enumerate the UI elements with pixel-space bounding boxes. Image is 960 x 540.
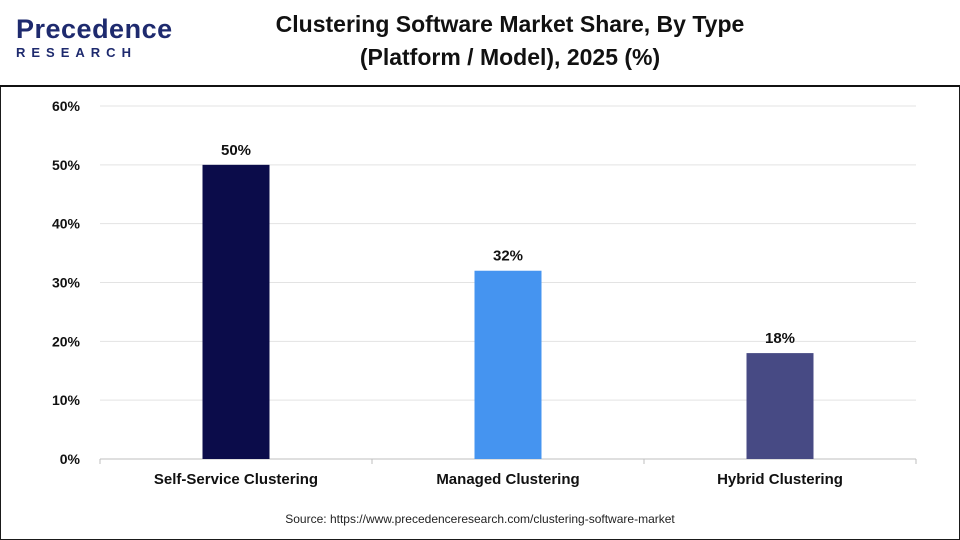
x-tick-label: Hybrid Clustering bbox=[717, 471, 843, 488]
data-label: 18% bbox=[765, 330, 795, 347]
bar bbox=[474, 270, 542, 459]
chart-title-line-2: (Platform / Model), 2025 (%) bbox=[359, 44, 661, 70]
y-tick-label: 0% bbox=[60, 451, 81, 467]
data-label: 32% bbox=[493, 248, 523, 265]
x-tick-label: Self-Service Clustering bbox=[154, 471, 318, 488]
y-tick-label: 30% bbox=[52, 275, 81, 291]
header-divider bbox=[0, 85, 960, 87]
data-label: 50% bbox=[221, 142, 251, 159]
y-tick-label: 50% bbox=[52, 157, 81, 173]
y-tick-label: 40% bbox=[52, 216, 81, 232]
brand-logo: Precedence RESEARCH bbox=[16, 14, 173, 66]
header: Precedence RESEARCH Clustering Software … bbox=[0, 0, 960, 85]
logo-subtitle: RESEARCH bbox=[16, 45, 137, 60]
bar-chart: 0% 10% 20% 30% 40% 50% 60% 50% Self-Service Clus… bbox=[52, 98, 917, 488]
bar bbox=[746, 353, 814, 459]
y-tick-label: 20% bbox=[52, 333, 81, 349]
y-tick-label: 10% bbox=[52, 392, 81, 408]
chart-title-line-1: Clustering Software Market Share, By Typ… bbox=[275, 11, 745, 37]
bar bbox=[202, 164, 270, 459]
chart-title: Clustering Software Market Share, By Typ… bbox=[270, 8, 750, 74]
logo-wordmark: Precedence bbox=[16, 14, 173, 44]
source-note: Source: https://www.precedenceresearch.c… bbox=[285, 512, 675, 526]
y-tick-label: 60% bbox=[52, 98, 81, 114]
x-tick-label: Managed Clustering bbox=[436, 471, 579, 488]
